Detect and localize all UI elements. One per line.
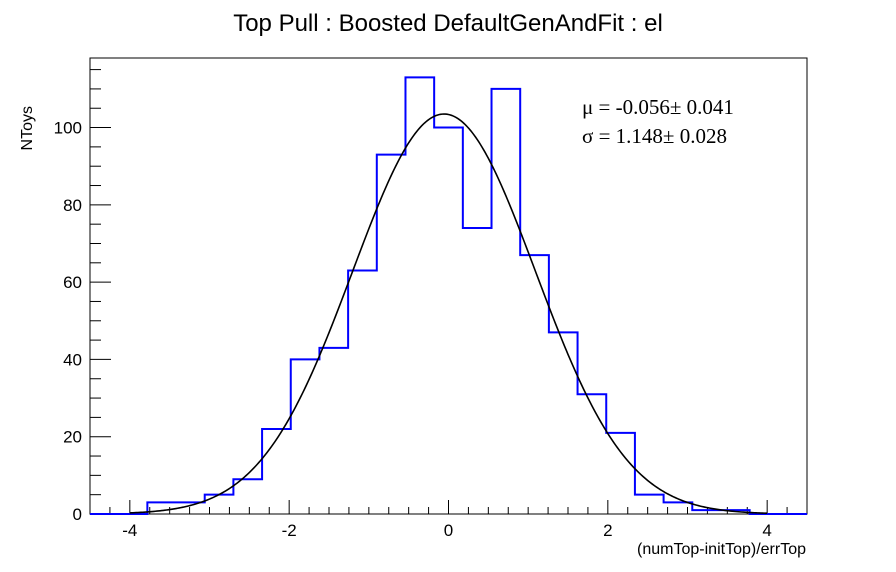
histogram-bin — [405, 77, 434, 514]
x-tick-label: 0 — [444, 521, 453, 540]
histogram-bin — [262, 429, 291, 514]
histogram-bin — [291, 359, 320, 514]
histogram-bin — [348, 271, 377, 514]
histogram-bin — [606, 433, 635, 514]
y-tick-label: 100 — [54, 119, 82, 138]
y-tick-label: 60 — [63, 273, 82, 292]
y-tick-label: 20 — [63, 428, 82, 447]
gaussian-fit-curve — [129, 113, 768, 515]
histogram-outline — [90, 76, 807, 515]
histogram-bin — [233, 479, 262, 514]
x-tick-label: 2 — [603, 521, 612, 540]
histogram-bin — [377, 155, 406, 514]
histogram-bin — [578, 394, 607, 514]
sigma-stat-text: σ = 1.148± 0.028 — [582, 124, 727, 148]
y-axis-title: NToys — [19, 106, 36, 150]
x-axis-title: (numTop-initTop)/errTop — [637, 541, 806, 558]
y-tick-label: 40 — [63, 350, 82, 369]
histogram-bin — [434, 128, 463, 514]
chart-title: Top Pull : Boosted DefaultGenAndFit : el — [233, 10, 663, 37]
x-tick-label: 4 — [762, 521, 771, 540]
histogram-bin — [635, 495, 664, 514]
histogram-bin — [492, 89, 521, 514]
x-tick-label: -2 — [282, 521, 297, 540]
y-axis: 0 20 40 60 80 100 — [54, 69, 111, 524]
x-tick-label: -4 — [122, 521, 137, 540]
mu-stat-text: μ = -0.056± 0.041 — [582, 95, 734, 119]
histogram-bin — [463, 228, 492, 514]
histogram-bin — [549, 332, 578, 514]
y-tick-label: 0 — [73, 505, 82, 524]
histogram-bin — [319, 348, 348, 514]
y-tick-label: 80 — [63, 196, 82, 215]
